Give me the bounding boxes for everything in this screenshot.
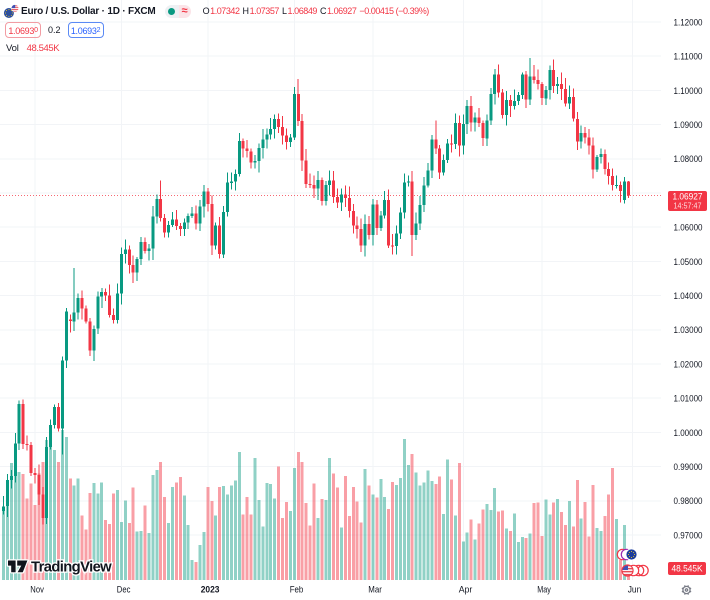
svg-text:0.99000: 0.99000 [674,462,703,472]
svg-text:1.08000: 1.08000 [674,154,703,164]
svg-text:May: May [537,585,551,595]
svg-text:1.12000: 1.12000 [674,17,703,27]
svg-text:Jun: Jun [628,585,642,595]
svg-text:0.97000: 0.97000 [674,530,703,540]
svg-text:Apr: Apr [459,585,473,595]
svg-text:1.02000: 1.02000 [674,359,703,369]
svg-text:1.05000: 1.05000 [674,257,703,267]
svg-text:0.98000: 0.98000 [674,496,703,506]
svg-text:1.09000: 1.09000 [674,120,703,130]
svg-text:Nov: Nov [30,585,44,595]
svg-text:Dec: Dec [117,585,131,595]
svg-text:TradingView: TradingView [31,559,112,575]
svg-text:14:57:47: 14:57:47 [674,201,702,211]
svg-text:1.04000: 1.04000 [674,291,703,301]
svg-text:1.03000: 1.03000 [674,325,703,335]
svg-text:2023: 2023 [201,585,220,595]
svg-text:1.10000: 1.10000 [674,86,703,96]
svg-text:Mar: Mar [368,585,382,595]
svg-text:1.11000: 1.11000 [674,52,703,62]
svg-text:Feb: Feb [290,585,304,595]
svg-text:1.06000: 1.06000 [674,223,703,233]
svg-text:1.00000: 1.00000 [674,428,703,438]
svg-text:1.06927: 1.06927 [673,192,703,203]
svg-text:48.545K: 48.545K [672,563,704,574]
svg-text:1.01000: 1.01000 [674,394,703,404]
